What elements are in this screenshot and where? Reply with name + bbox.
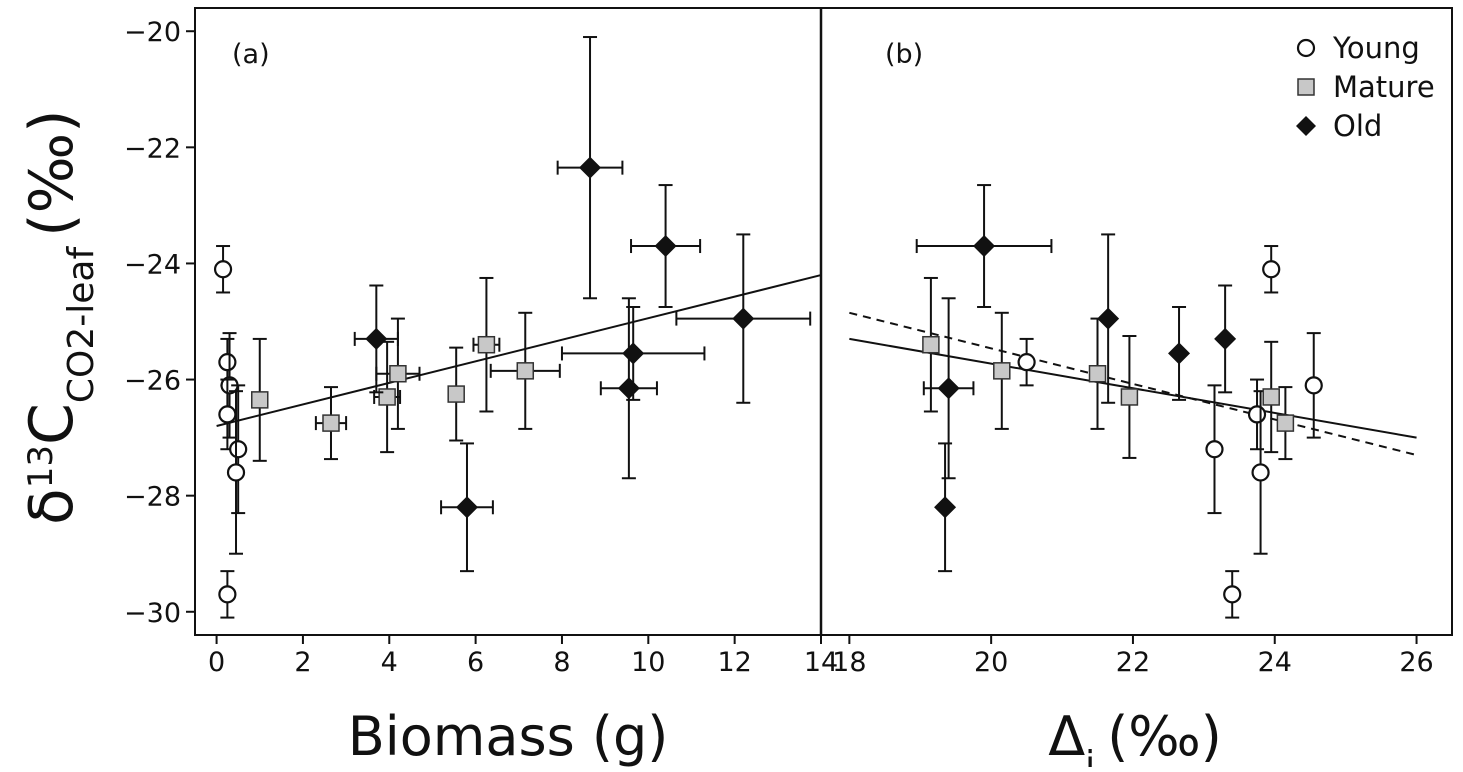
panel-b-label: (b): [885, 39, 923, 70]
y-tick-label: −28: [124, 482, 181, 513]
y-axis-title-unit: (‰): [17, 110, 87, 237]
mature-point-a: [322, 414, 340, 432]
y-tick-label: −24: [124, 249, 181, 280]
young-point-a: [218, 405, 237, 424]
old-point-a: [732, 307, 755, 330]
mature-point-b: [993, 362, 1011, 380]
plot-frame-a: [194, 7, 822, 636]
panel-b: 18 20 22 24 26: [820, 7, 1453, 678]
legend: Young Mature Old: [1296, 31, 1435, 143]
x-tick-label-a: 8: [553, 647, 570, 678]
mature-point-b: [1276, 414, 1295, 432]
x-tick-label-b: 24: [1258, 647, 1292, 678]
y-axis-title-delta: δ: [17, 488, 87, 525]
legend-young-label: Young: [1332, 31, 1420, 65]
legend-old-label: Old: [1333, 109, 1382, 143]
y-axis-title-superscript: 13: [21, 445, 61, 488]
x-axis-title-b-unit: (‰): [1107, 705, 1222, 767]
young-point-b: [1304, 376, 1323, 395]
old-point-b: [934, 496, 957, 519]
panel-a-label: (a): [232, 39, 270, 70]
y-axis-title-subscript: CO2-leaf: [61, 246, 102, 404]
x-tick-label-a: 6: [467, 647, 484, 678]
old-point-a: [365, 327, 388, 350]
y-tick-label: −26: [124, 366, 181, 397]
young-point-b: [1247, 405, 1267, 424]
old-point-a: [455, 496, 478, 519]
y-tick-label: −30: [124, 598, 181, 629]
x-tick-label-b: 20: [974, 647, 1008, 678]
x-axis-title-a: Biomass (g): [348, 705, 669, 767]
young-point-a: [218, 585, 237, 604]
x-tick-label-a: 2: [294, 647, 311, 678]
old-point-a: [617, 377, 640, 400]
young-point-b: [1262, 260, 1281, 279]
mature-point-a: [447, 385, 465, 403]
young-point-a: [226, 463, 246, 482]
old-point-a: [579, 156, 602, 179]
y-tick-label: −20: [124, 17, 181, 48]
old-point-b: [937, 377, 960, 400]
x-tick-label-a: 14: [804, 647, 838, 678]
x-axis-title-b-subscript: i: [1085, 744, 1095, 768]
young-point-b: [1223, 585, 1242, 604]
x-tick-label-b: 26: [1399, 647, 1433, 678]
old-point-a: [654, 235, 677, 258]
legend-old-marker: [1296, 116, 1316, 136]
y-axis-title: δ13CCO2-leaf (‰): [17, 110, 102, 525]
mature-point-a: [516, 362, 535, 380]
mature-point-b: [1262, 388, 1280, 406]
fit-line-dashed-b: [849, 311, 1417, 456]
mature-point-b: [922, 335, 940, 354]
legend-mature-label: Mature: [1333, 70, 1435, 104]
young-point-a: [218, 353, 237, 372]
mature-point-a: [251, 391, 269, 409]
young-point-b: [1251, 463, 1270, 482]
old-point-b: [1168, 342, 1191, 365]
x-tick-label-b: 22: [1116, 647, 1150, 678]
x-axis-title-b-main: Δ: [1048, 705, 1085, 767]
mature-point-a: [389, 365, 407, 383]
young-point-a: [213, 260, 233, 279]
y-tick-label: −22: [124, 133, 181, 164]
legend-mature-marker: [1297, 78, 1315, 96]
mature-point-a: [477, 335, 496, 354]
x-tick-label-a: 10: [631, 647, 665, 678]
mature-point-b: [1088, 365, 1107, 383]
mature-point-b: [1120, 388, 1139, 406]
x-tick-label-b: 18: [832, 647, 866, 678]
old-point-b: [1097, 307, 1120, 330]
x-tick-label-a: 12: [717, 647, 751, 678]
old-point-b: [1214, 327, 1237, 350]
old-point-a: [622, 342, 645, 365]
young-point-a: [229, 440, 248, 459]
panel-a: 0 2 4 6 8 10 12 14 −30 −28 −26 −24 −22 −20: [124, 7, 838, 678]
legend-young-marker: [1296, 38, 1316, 58]
old-point-b: [973, 235, 996, 258]
y-axis-title-main: C: [17, 403, 87, 445]
young-point-b: [1017, 353, 1036, 372]
x-tick-label-a: 0: [208, 647, 225, 678]
fit-line-solid-a: [216, 274, 822, 427]
young-point-b: [1205, 440, 1224, 459]
x-tick-label-a: 4: [381, 647, 398, 678]
x-axis-title-b: Δi (‰): [1048, 705, 1222, 767]
